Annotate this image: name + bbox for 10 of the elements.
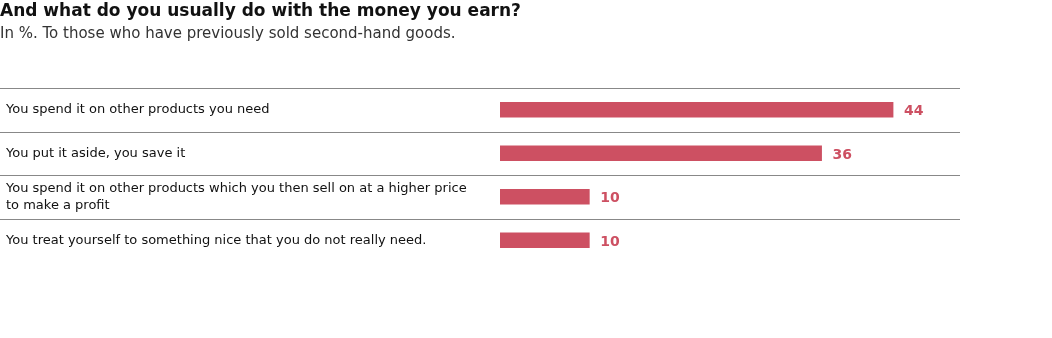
y-tick-label: You put it aside, you save it [5,144,186,160]
y-tick-label: You treat yourself to something nice that you do not really need. [5,231,427,247]
y-tick-label: You spend it on other products which you then sell on at a higher price to make a profit [5,179,467,212]
data-label: 10 [600,189,621,206]
data-label: 36 [832,145,853,162]
text: And what do you usually do with the money you earn? [0,0,521,20]
y-tick-label: You spend it on other products you need [5,101,270,117]
data-label: 10 [600,232,621,249]
text: In %. To those who have previously sold second-hand goods. [0,24,456,42]
data-label: 44 [904,102,924,119]
